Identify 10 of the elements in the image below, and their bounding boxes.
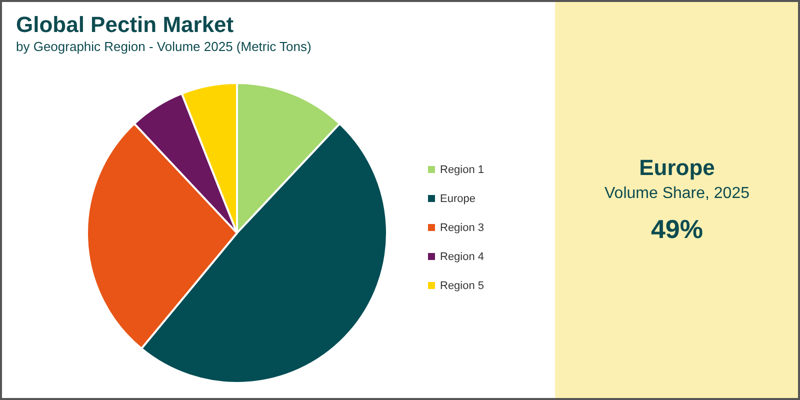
legend-label: Region 1 bbox=[440, 164, 484, 176]
chart-subtitle: by Geographic Region - Volume 2025 (Metric Tons) bbox=[16, 39, 312, 54]
legend-label: Region 3 bbox=[440, 222, 484, 234]
legend-label: Region 4 bbox=[440, 251, 484, 263]
text: 49% bbox=[650, 214, 704, 244]
text: Volume Share, 2025 bbox=[604, 185, 750, 202]
legend-label: Region 5 bbox=[440, 280, 484, 292]
chart-title: Global Pectin Market bbox=[16, 12, 234, 37]
text: Europe bbox=[639, 155, 715, 180]
legend-label: Europe bbox=[440, 193, 476, 205]
